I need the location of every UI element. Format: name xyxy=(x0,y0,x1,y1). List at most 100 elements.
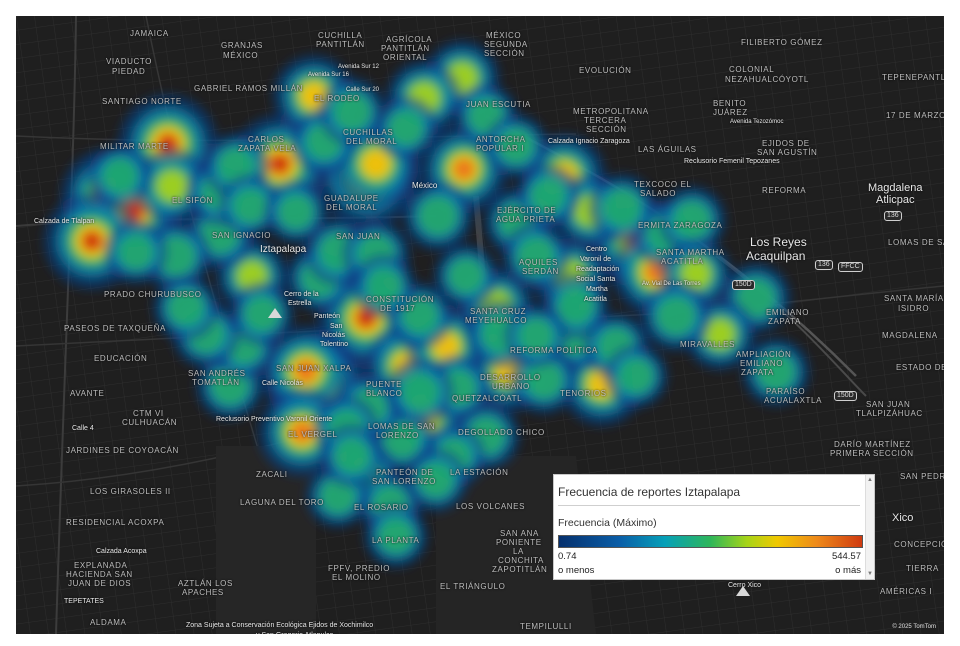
neighborhood-label: SAN PEDRO xyxy=(900,472,944,481)
place-label: Magdalena xyxy=(868,182,923,194)
road-shield-icon: 150D xyxy=(834,391,857,401)
heat-spot xyxy=(83,232,101,250)
neighborhood-label: SANTA MARÍA xyxy=(884,294,944,303)
legend-max-value: 544.57 xyxy=(831,551,861,562)
neighborhood-label: DEGOLLADO CHICO xyxy=(458,428,545,437)
neighborhood-label: DE 1917 xyxy=(380,304,416,313)
neighborhood-label: EMILIANO xyxy=(766,308,810,317)
neighborhood-label: FPFV, PREDIO xyxy=(328,564,391,573)
neighborhood-label: REFORMA POLÍTICA xyxy=(510,346,598,355)
place-label: Calzada Ignacio Zaragoza xyxy=(548,138,630,145)
heat-spot xyxy=(378,518,414,554)
place-label: Martha xyxy=(586,286,608,293)
neighborhood-label: ZACALI xyxy=(256,470,288,479)
heat-spot xyxy=(102,158,138,194)
neighborhood-label: ZAPOTITLÁN xyxy=(492,565,548,574)
neighborhood-label: CONCEPCIÓN xyxy=(894,540,944,549)
heat-spot xyxy=(418,196,458,236)
place-label: Zona Sujeta a Conservación Ecológica Eji… xyxy=(186,622,374,629)
map-canvas[interactable]: JAMAICA VIADUCTO PIEDAD GRANJAS MÉXICO CUCHIL… xyxy=(16,16,944,634)
heat-spot xyxy=(672,200,712,240)
place-label: Av. Vial De Las Torres xyxy=(642,281,701,287)
neighborhood-label: EJIDOS DE xyxy=(762,139,810,148)
neighborhood-label: JUÁREZ xyxy=(713,108,748,117)
road-shield-icon: 136 xyxy=(884,211,902,221)
place-label: San xyxy=(330,323,343,330)
place-label: Avenida Sur 12 xyxy=(338,64,379,70)
place-label: Centro xyxy=(586,246,608,253)
map-legend: Frecuencia de reportes Iztapalapa Frecue… xyxy=(553,474,875,580)
legend-title: Frecuencia de reportes Iztapalapa xyxy=(558,485,741,499)
neighborhood-label: EL ROSARIO xyxy=(354,503,409,512)
neighborhood-label: LOS VOLCANES xyxy=(456,502,526,511)
neighborhood-label: CONCHITA xyxy=(498,556,544,565)
legend-min-caption: o menos xyxy=(558,565,595,576)
neighborhood-label: TENORIOS xyxy=(560,389,607,398)
neighborhood-label: EL SIFÓN xyxy=(172,196,213,205)
neighborhood-label: ACATITLA xyxy=(661,257,704,266)
neighborhood-label: DEL MORAL xyxy=(326,203,378,212)
heat-spot xyxy=(518,318,554,354)
neighborhood-label: PONIENTE xyxy=(496,538,542,547)
heat-spot xyxy=(516,236,556,276)
heat-spot xyxy=(401,297,439,335)
place-label: Cerro de la xyxy=(284,291,319,298)
neighborhood-label: EJÉRCITO DE xyxy=(497,206,557,215)
place-label: Iztapalapa xyxy=(260,244,307,255)
place-label: Reclusorio Preventivo Varonil Oriente xyxy=(216,416,333,423)
place-label: Calzada de Tlalpan xyxy=(34,218,95,225)
neighborhood-label: RESIDENCIAL ACOXPA xyxy=(66,518,165,527)
heat-spot xyxy=(448,258,484,294)
neighborhood-label: PARAÍSO xyxy=(766,387,806,396)
neighborhood-label: TOMATLÁN xyxy=(192,378,240,387)
place-label: Calle 4 xyxy=(72,425,94,432)
neighborhood-label: ACUALAXTLA xyxy=(764,396,823,405)
legend-scrollbar[interactable]: ▲ ▼ xyxy=(865,475,874,579)
neighborhood-label: URBANO xyxy=(492,382,530,391)
neighborhood-label: ZAPATA xyxy=(741,368,774,377)
neighborhood-label: COLONIAL xyxy=(729,65,775,74)
neighborhood-label: ZAPATA VELA xyxy=(238,144,297,153)
place-label: Estrella xyxy=(288,300,312,307)
neighborhood-label: LA PLANTA xyxy=(372,536,420,545)
place-label: Acaquilpan xyxy=(746,249,806,263)
neighborhood-label: SAN LORENZO xyxy=(372,477,436,486)
neighborhood-label: ESTADO DE xyxy=(896,363,944,372)
neighborhood-label: VIADUCTO xyxy=(106,57,152,66)
heat-spot xyxy=(756,352,796,392)
neighborhood-label: SAN JUAN xyxy=(336,232,381,241)
neighborhood-label: MEYEHUALCO xyxy=(465,316,528,325)
place-label: Readaptación xyxy=(576,266,620,273)
place-label: Tolentino xyxy=(320,341,349,348)
neighborhood-label: MÉXICO xyxy=(223,51,259,60)
road-shield-icon: 150D xyxy=(732,280,755,290)
neighborhood-label: PRADO CHURUBUSCO xyxy=(104,290,202,299)
neighborhood-label: LOS GIRASOLES II xyxy=(90,487,171,496)
heat-spot xyxy=(530,178,566,214)
scroll-down-icon[interactable]: ▼ xyxy=(867,571,873,577)
heat-spot xyxy=(602,188,642,228)
heat-spot xyxy=(705,319,735,349)
place-label: México xyxy=(412,181,438,190)
neighborhood-label: AGUA PRIETA xyxy=(496,215,556,224)
neighborhood-label: SALADO xyxy=(640,189,677,198)
place-label: Acatitla xyxy=(584,296,607,303)
neighborhood-label: CARLOS xyxy=(248,135,285,144)
neighborhood-label: PASEOS DE TAXQUEÑA xyxy=(64,324,166,333)
neighborhood-label: DARÍO MARTÍNEZ xyxy=(834,440,911,449)
place-label: Avenida Sur 16 xyxy=(308,72,349,78)
heat-spot xyxy=(418,462,454,498)
legend-min-value: 0.74 xyxy=(558,551,577,562)
neighborhood-label: DESARROLLO xyxy=(480,373,541,382)
neighborhood-label: PIEDAD xyxy=(112,67,146,76)
scroll-up-icon[interactable]: ▲ xyxy=(867,477,873,483)
neighborhood-label: LA xyxy=(513,547,524,556)
neighborhood-label: JUAN ESCUTIA xyxy=(466,100,531,109)
place-label: Los Reyes xyxy=(750,235,807,249)
legend-max-caption: o más xyxy=(835,565,861,576)
neighborhood-label: SANTA MARTHA xyxy=(656,248,725,257)
place-label: Panteón xyxy=(314,313,341,320)
place-label: Calle Nicolás xyxy=(262,380,303,387)
neighborhood-label: EVOLUCIÓN xyxy=(579,66,632,75)
place-label: Calle Sur 20 xyxy=(346,87,380,93)
